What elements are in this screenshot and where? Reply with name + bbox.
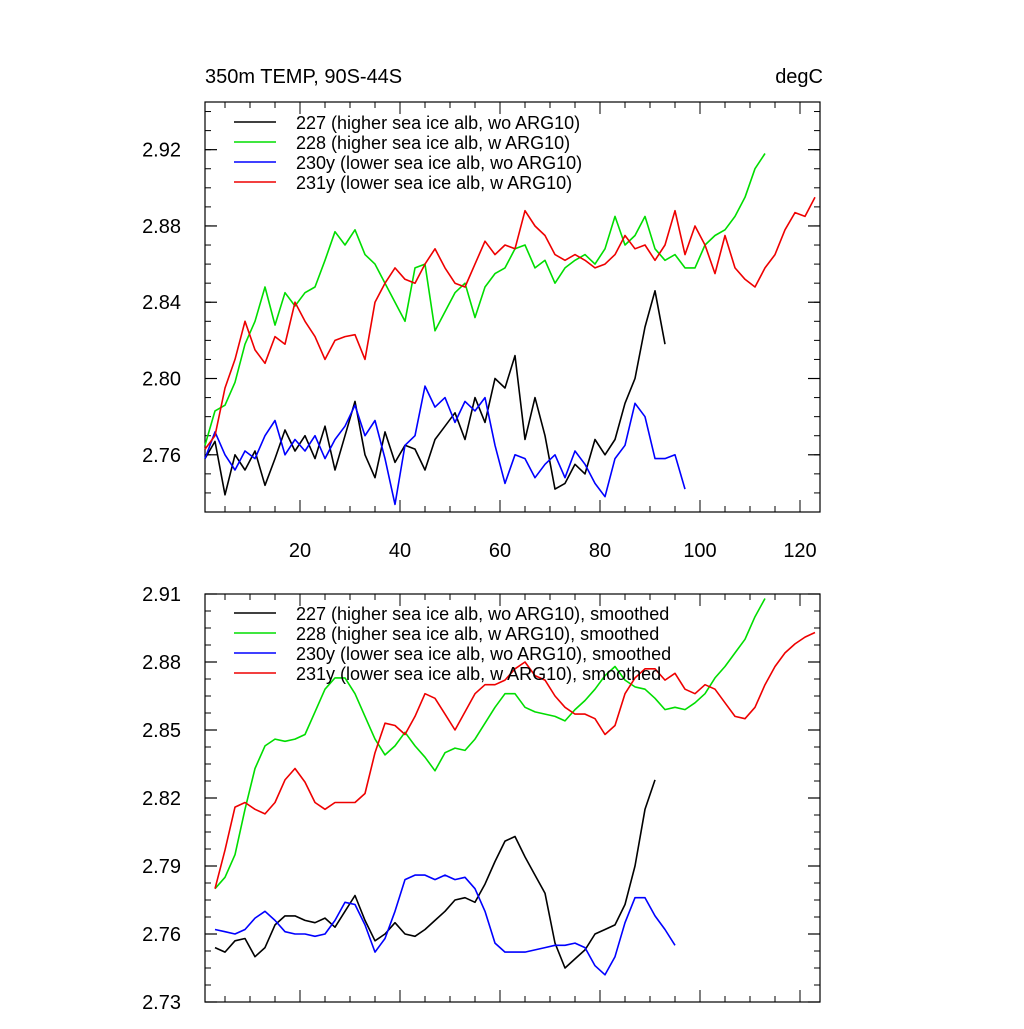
bottom-y-tick-label: 2.85: [142, 720, 181, 742]
bottom-series-line-1: [214, 598, 766, 890]
bottom-y-tick-label: 2.76: [142, 924, 181, 946]
top-legend-label: 231y (lower sea ice alb, w ARG10): [296, 173, 572, 193]
panel-top: 350m TEMP, 90S-44S degC 2.76 2.80 2.84 2.88…: [142, 66, 823, 562]
top-legend-label: 228 (higher sea ice alb, w ARG10): [296, 133, 570, 153]
top-x-tick-label: 40: [389, 540, 411, 562]
bottom-legend-label: 228 (higher sea ice alb, w ARG10), smoot…: [296, 624, 659, 644]
top-x-tick-label: 20: [289, 540, 311, 562]
top-y-tick-label: 2.76: [142, 445, 181, 467]
panel-top-units: degC: [775, 66, 823, 88]
top-y-tick-label: 2.84: [142, 292, 181, 314]
bottom-y-tick-label: 2.79: [142, 856, 181, 878]
bottom-legend-label: 231y (lower sea ice alb, w ARG10), smoot…: [296, 664, 661, 684]
top-y-tick-label: 2.80: [142, 369, 181, 391]
panel-bottom: 2.73 2.76 2.79 2.82 2.85 2.88 2.91 227 (higher …: [142, 584, 821, 1014]
top-x-tick-label: 80: [589, 540, 611, 562]
top-series-line-2: [204, 385, 686, 506]
bottom-y-tick-label: 2.91: [142, 584, 181, 606]
bottom-y-tick-label: 2.88: [142, 652, 181, 674]
top-series-line-1: [204, 153, 766, 446]
top-series-line-3: [204, 196, 816, 450]
bottom-series-line-0: [214, 779, 656, 969]
bottom-legend-label: 227 (higher sea ice alb, wo ARG10), smoo…: [296, 604, 669, 624]
top-x-tick-label: 120: [783, 540, 816, 562]
top-series-line-0: [204, 289, 666, 496]
top-x-tick-label: 100: [683, 540, 716, 562]
top-legend-label: 230y (lower sea ice alb, wo ARG10): [296, 153, 582, 173]
bottom-series-line-3: [214, 631, 816, 889]
top-y-tick-label: 2.92: [142, 140, 181, 162]
bottom-legend-label: 230y (lower sea ice alb, wo ARG10), smoo…: [296, 644, 671, 664]
bottom-y-tick-label: 2.82: [142, 788, 181, 810]
top-legend-label: 227 (higher sea ice alb, wo ARG10): [296, 113, 580, 133]
bottom-y-tick-label: 2.73: [142, 992, 181, 1014]
top-plot-frame: [204, 101, 821, 513]
top-x-tick-label: 60: [489, 540, 511, 562]
top-y-tick-label: 2.88: [142, 216, 181, 238]
panel-top-title: 350m TEMP, 90S-44S: [205, 66, 402, 88]
bottom-series-line-2: [214, 874, 676, 976]
